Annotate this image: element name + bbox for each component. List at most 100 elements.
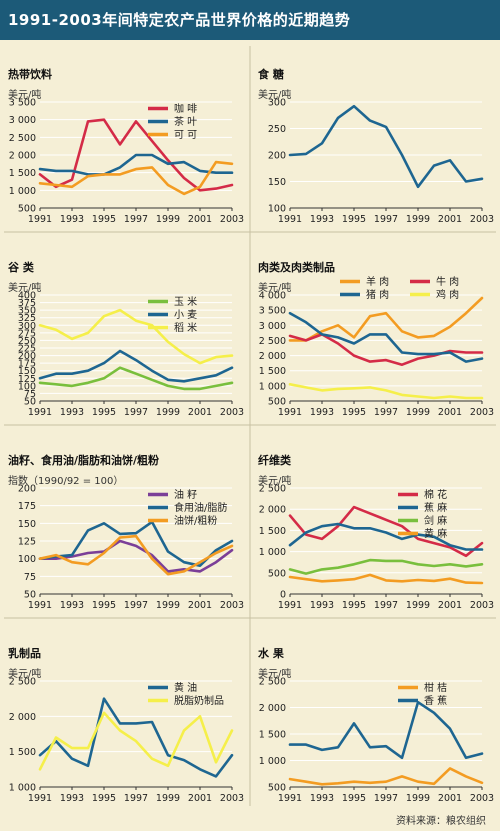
x-tick-label: 2001 — [188, 600, 212, 611]
chart-panel-3: 谷 类美元/吨 507510012515017520022525027530032… — [8, 260, 244, 418]
legend-label: 羊 肉 — [366, 275, 389, 288]
x-tick-label: 1995 — [92, 407, 116, 418]
x-tick-label: 1997 — [124, 600, 148, 611]
series-line-3 — [38, 160, 234, 196]
y-axis-label: 美元/吨 — [258, 667, 291, 680]
x-tick-label: 1997 — [124, 407, 148, 418]
legend-label: 香 蕉 — [424, 695, 447, 707]
x-tick-label: 2003 — [470, 214, 494, 225]
x-tick-label: 1999 — [406, 214, 430, 225]
y-tick-label: 3 500 — [9, 98, 36, 109]
y-tick-label: 300 — [268, 98, 286, 109]
y-tick-label: 150 — [18, 519, 36, 530]
x-tick-label: 2003 — [470, 407, 494, 418]
chart-panel-2: 食 糖美元/吨 100 150 200 250 300 1991 1993 1995 1997 19… — [258, 67, 494, 225]
y-tick-label: 2 000 — [9, 712, 36, 723]
series-line-2 — [38, 349, 234, 383]
y-tick-label: 3 000 — [259, 321, 286, 332]
x-tick-label: 2001 — [438, 600, 462, 611]
series-line-2 — [38, 520, 234, 567]
y-tick-label: 175 — [18, 501, 36, 512]
legend-label: 黄 油 — [174, 681, 197, 694]
series-line-2 — [288, 522, 484, 551]
y-tick-label: 0 — [280, 590, 286, 601]
x-tick-label: 1995 — [342, 793, 366, 804]
y-tick-label: 125 — [18, 374, 36, 385]
x-tick-label: 2003 — [220, 793, 244, 804]
x-tick-label: 1995 — [342, 214, 366, 225]
x-tick-label: 1993 — [310, 407, 334, 418]
x-tick-label: 1999 — [156, 214, 180, 225]
series-line-1 — [288, 505, 484, 558]
series-line-1 — [38, 539, 234, 573]
legend-label: 牛 肉 — [436, 275, 459, 288]
y-tick-label: 2 500 — [259, 677, 286, 688]
series-line-1 — [288, 296, 484, 342]
legend-label: 黄 麻 — [424, 527, 447, 540]
x-tick-label: 1991 — [278, 407, 302, 418]
page-title: 1991-2003年间特定农产品世界价格的近期趋势 — [8, 11, 351, 29]
legend-label: 稻 米 — [174, 321, 197, 334]
y-tick-label: 500 — [18, 204, 36, 215]
y-axis-label: 指数（1990/92 = 100） — [8, 474, 123, 487]
x-tick-label: 2001 — [188, 793, 212, 804]
series-line-1 — [38, 697, 234, 778]
y-tick-label: 1 500 — [9, 168, 36, 179]
y-tick-label: 3 500 — [259, 306, 286, 317]
x-tick-label: 2001 — [438, 214, 462, 225]
y-tick-label: 250 — [268, 124, 286, 135]
x-tick-label: 1997 — [374, 214, 398, 225]
x-tick-label: 1991 — [278, 214, 302, 225]
chart-panel-8: 水 果美元/吨 500 1 000 1 500 2 000 2 500 1991 1993 19… — [258, 646, 494, 804]
chart-title: 水 果 — [258, 646, 284, 660]
x-tick-label: 1997 — [374, 407, 398, 418]
y-axis-label: 美元/吨 — [258, 281, 291, 294]
x-tick-label: 1993 — [310, 600, 334, 611]
legend-label: 油 籽 — [174, 488, 197, 501]
chart-title: 乳制品 — [8, 646, 41, 660]
x-tick-label: 1997 — [124, 793, 148, 804]
x-tick-label: 1997 — [374, 600, 398, 611]
y-tick-label: 100 — [268, 204, 286, 215]
chart-title: 纤维类 — [258, 453, 292, 467]
series-line-2 — [288, 333, 484, 366]
y-tick-label: 3 000 — [9, 115, 36, 126]
x-tick-label: 1997 — [124, 214, 148, 225]
legend-label: 油饼/粗粉 — [174, 514, 217, 527]
series-line-2 — [38, 153, 234, 176]
chart-title: 油籽、食用油/脂肪和油饼/粗粉 — [8, 453, 159, 467]
y-tick-label: 175 — [18, 359, 36, 370]
x-tick-label: 2001 — [188, 214, 212, 225]
series-line-1 — [38, 366, 234, 391]
y-tick-label: 2 500 — [9, 677, 36, 688]
x-tick-label: 1999 — [156, 600, 180, 611]
series-line-1 — [38, 118, 234, 192]
y-tick-label: 4 000 — [259, 291, 286, 302]
series-line-2 — [38, 711, 234, 771]
x-tick-label: 2001 — [438, 407, 462, 418]
y-tick-label: 400 — [18, 291, 36, 302]
x-tick-label: 1993 — [310, 214, 334, 225]
y-tick-label: 275 — [18, 328, 36, 339]
x-tick-label: 1991 — [278, 793, 302, 804]
y-tick-label: 1 000 — [259, 547, 286, 558]
x-tick-label: 1995 — [92, 793, 116, 804]
y-tick-label: 375 — [18, 298, 36, 309]
x-tick-label: 1995 — [342, 600, 366, 611]
legend-label: 脱脂奶制品 — [174, 694, 224, 707]
x-tick-label: 1995 — [92, 600, 116, 611]
x-tick-label: 2003 — [470, 600, 494, 611]
series-line-3 — [38, 534, 234, 576]
series-line-4 — [288, 383, 484, 400]
chart-title: 热带饮料 — [8, 67, 52, 81]
x-tick-label: 1999 — [156, 407, 180, 418]
x-tick-label: 2003 — [470, 793, 494, 804]
y-tick-label: 2 500 — [259, 484, 286, 495]
y-tick-label: 2 000 — [9, 151, 36, 162]
y-tick-label: 2 000 — [259, 703, 286, 714]
y-tick-label: 225 — [18, 344, 36, 355]
series-line-2 — [288, 700, 484, 760]
